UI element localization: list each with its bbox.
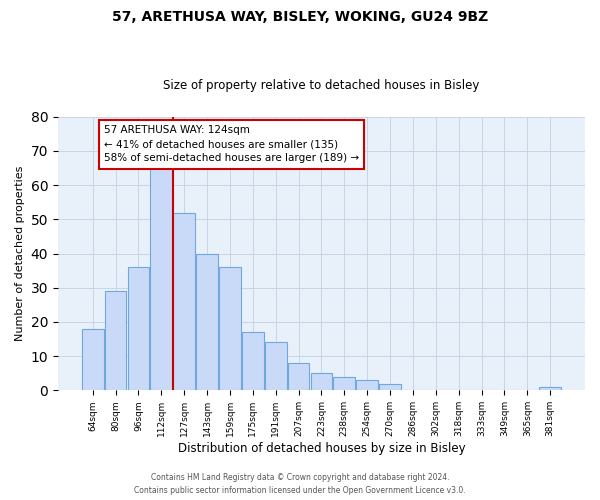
Bar [379,384,401,390]
X-axis label: Distribution of detached houses by size in Bisley: Distribution of detached houses by size … [178,442,465,455]
Bar [173,212,195,390]
Bar [539,387,561,390]
Title: Size of property relative to detached houses in Bisley: Size of property relative to detached ho… [163,79,479,92]
Bar [82,329,104,390]
Bar [128,267,149,390]
Bar [311,373,332,390]
Y-axis label: Number of detached properties: Number of detached properties [15,166,25,341]
Text: Contains HM Land Registry data © Crown copyright and database right 2024.
Contai: Contains HM Land Registry data © Crown c… [134,474,466,495]
Bar [242,332,263,390]
Text: 57 ARETHUSA WAY: 124sqm
← 41% of detached houses are smaller (135)
58% of semi-d: 57 ARETHUSA WAY: 124sqm ← 41% of detache… [104,126,359,164]
Bar [151,161,172,390]
Bar [265,342,287,390]
Bar [105,291,127,390]
Bar [219,267,241,390]
Bar [334,376,355,390]
Text: 57, ARETHUSA WAY, BISLEY, WOKING, GU24 9BZ: 57, ARETHUSA WAY, BISLEY, WOKING, GU24 9… [112,10,488,24]
Bar [356,380,378,390]
Bar [288,363,310,390]
Bar [196,254,218,390]
